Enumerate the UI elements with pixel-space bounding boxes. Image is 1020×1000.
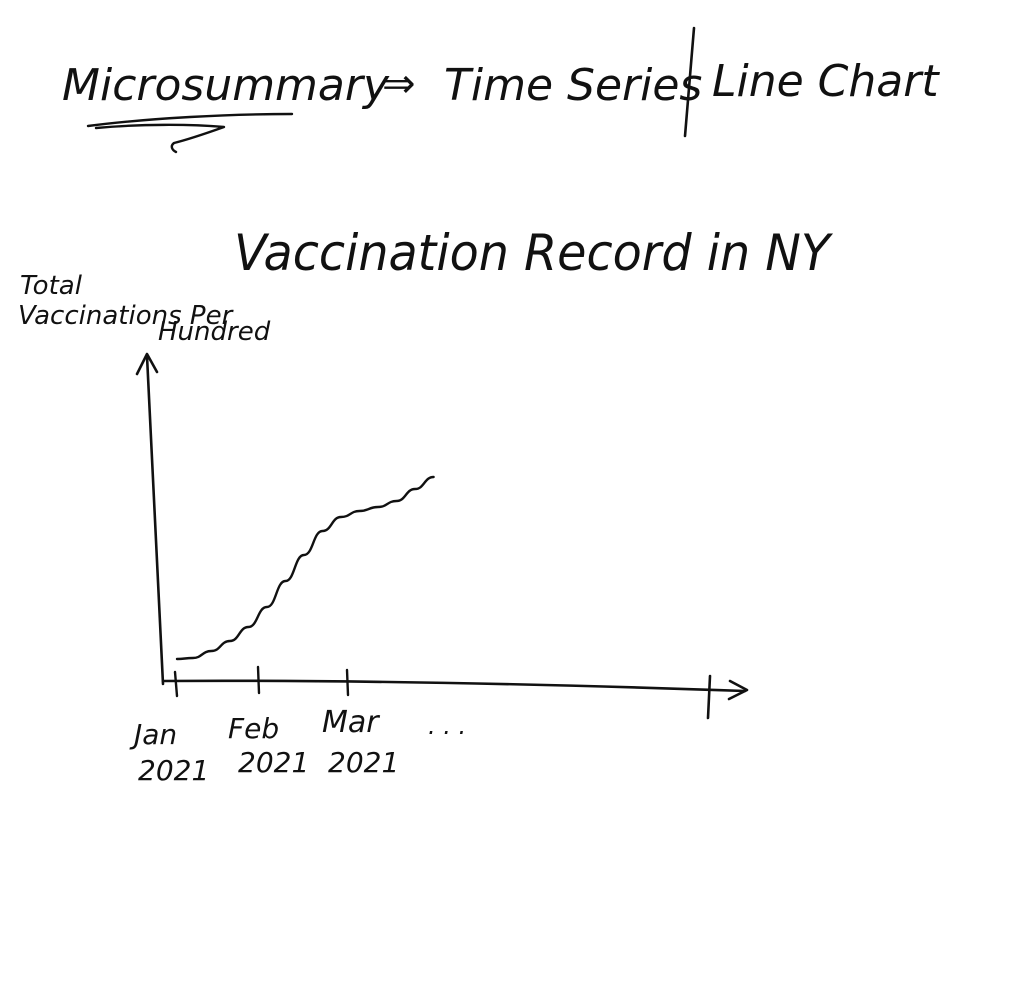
x-tick-label-mar-month: Mar [322, 705, 380, 740]
header-divider [683, 26, 696, 138]
x-tick-mar [345, 668, 350, 697]
header-arrow: ⇒ [382, 61, 416, 107]
y-axis-label-line-2: Vaccinations Per [18, 301, 235, 331]
header-line-chart: Line Chart [712, 56, 940, 107]
chart-title: Vaccination Record in NY [234, 224, 833, 282]
header-microsummary: Microsummary [62, 60, 390, 111]
series-line-vaccinations [175, 475, 435, 661]
x-tick-label-feb-year: 2021 [238, 746, 309, 779]
x-tick-label-mar-year: 2021 [328, 746, 399, 779]
x-tick-label-jan-month: Jan [129, 718, 177, 751]
y-axis-label-line-3: Hundred [158, 317, 271, 347]
x-axis-arrow-head [727, 679, 749, 701]
x-axis-continuation-dots: . . . [428, 712, 466, 740]
double-underline-scribble [86, 112, 294, 154]
y-axis-label-line-1: Total [20, 271, 83, 301]
header-time-series: Time Series [444, 60, 702, 111]
x-tick-label-jan-year: 2021 [138, 754, 209, 787]
x-tick-feb [256, 665, 261, 695]
x-axis-end-tick [706, 674, 712, 720]
y-axis-arrow-head [135, 352, 159, 376]
x-tick-label-feb-month: Feb [228, 712, 279, 745]
x-axis-line [161, 679, 747, 693]
y-axis-line [145, 354, 165, 686]
x-tick-jan [173, 670, 179, 698]
